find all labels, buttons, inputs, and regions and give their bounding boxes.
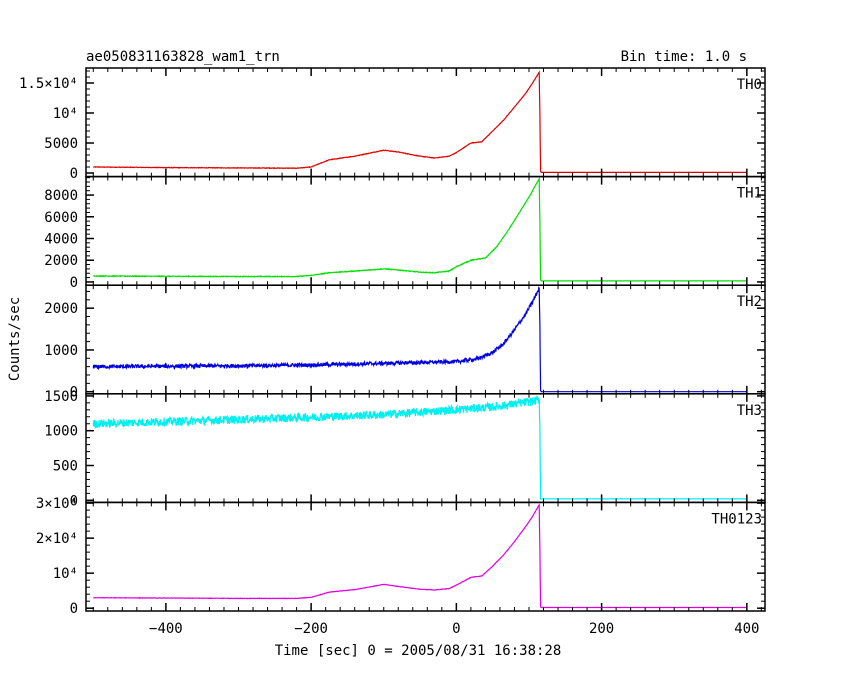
y-tick-label: 2000 <box>44 301 78 317</box>
panel-frame <box>85 284 766 395</box>
x-tick-label: 200 <box>589 621 614 637</box>
panel-label: TH2 <box>737 294 762 310</box>
series-line-th2 <box>92 286 747 393</box>
series-line-th3 <box>92 394 747 500</box>
x-axis-label: Time [sec] 0 = 2005/08/31 16:38:28 <box>275 643 562 659</box>
panel-th0123: 0 10⁴ 2×10⁴ 3×10⁴ TH0123 <box>36 496 766 617</box>
panel-label: TH3 <box>737 403 762 419</box>
y-tick-label: 1000 <box>44 343 78 359</box>
panel-frame <box>85 175 766 286</box>
y-tick-label: 0 <box>70 166 78 182</box>
panel-th1: 0 2000 4000 6000 8000 TH1 <box>44 175 766 291</box>
x-tick-label: −400 <box>149 621 183 637</box>
x-tick-label: −200 <box>294 621 328 637</box>
y-tick-label: 6000 <box>44 210 78 226</box>
bin-time-label: Bin time: 1.0 s <box>621 49 747 65</box>
panel-th2: 0 1000 2000 TH2 <box>44 284 766 401</box>
y-axis-label: Counts/sec <box>7 297 23 381</box>
panel-label: TH1 <box>737 186 762 202</box>
y-tick-label: 1500 <box>44 389 78 405</box>
x-tick-label: 0 <box>452 621 460 637</box>
y-tick-label: 1.5×10⁴ <box>19 76 78 92</box>
panel-label: TH0123 <box>711 511 762 527</box>
series-line-th0 <box>92 70 747 173</box>
panel-th3: 0 500 1000 1500 TH3 <box>44 389 766 509</box>
y-tick-label: 1000 <box>44 424 78 440</box>
x-tick-label: 400 <box>734 621 759 637</box>
y-tick-label: 0 <box>70 275 78 291</box>
y-tick-label: 2000 <box>44 253 78 269</box>
y-tick-label: 10⁴ <box>53 566 78 582</box>
series-line-th0123 <box>93 503 747 609</box>
series-line-th1 <box>93 176 747 282</box>
panel-label: TH0 <box>737 77 762 93</box>
y-tick-label: 2×10⁴ <box>36 531 78 547</box>
y-tick-label: 500 <box>53 459 78 475</box>
panel-frame <box>85 501 766 612</box>
y-tick-label: 5000 <box>44 136 78 152</box>
y-tick-label: 0 <box>70 601 78 617</box>
chart-title: ae050831163828_wam1_trn <box>86 49 280 65</box>
y-tick-label: 8000 <box>44 188 78 204</box>
y-tick-label: 10⁴ <box>53 106 78 122</box>
y-tick-label: 0 <box>70 493 78 509</box>
y-tick-label: 4000 <box>44 232 78 248</box>
panel-th0: 0 5000 10⁴ 1.5×10⁴ TH0 <box>19 67 766 182</box>
y-tick-label: 3×10⁴ <box>36 496 78 512</box>
y-tick-label: 0 <box>70 385 78 401</box>
panel-frame <box>85 67 766 178</box>
